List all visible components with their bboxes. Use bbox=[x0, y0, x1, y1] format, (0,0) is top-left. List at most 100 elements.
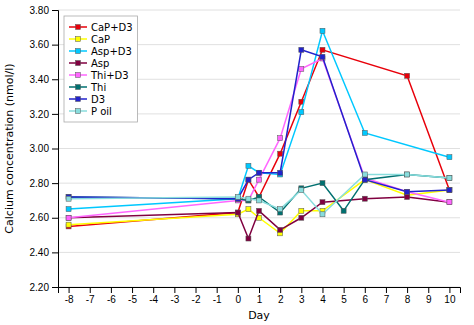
point bbox=[235, 194, 240, 199]
point bbox=[405, 73, 410, 78]
tick: 8 bbox=[405, 287, 411, 305]
point bbox=[235, 210, 240, 215]
tick-mark bbox=[90, 287, 91, 293]
tick-mark bbox=[280, 287, 281, 293]
tick-label: 7 bbox=[384, 294, 390, 305]
plot: -8-7-6-5-4-3-2-10123456789102.202.402.60… bbox=[30, 5, 461, 305]
tick: 0 bbox=[236, 287, 242, 305]
legend-marker bbox=[76, 49, 81, 54]
y-axis: 2.202.402.602.803.003.203.403.603.80 bbox=[30, 5, 59, 293]
series-line bbox=[69, 50, 450, 199]
tick-mark bbox=[52, 183, 58, 184]
legend: CaP+D3CaPAsp+D3AspThi+D3ThiD3P oil bbox=[64, 16, 138, 122]
legend-item: CaP+D3 bbox=[69, 22, 133, 33]
point bbox=[66, 215, 71, 220]
tick-label: -7 bbox=[86, 294, 95, 305]
point bbox=[362, 177, 367, 182]
legend-marker bbox=[76, 85, 81, 90]
grid-line bbox=[58, 183, 460, 184]
point bbox=[246, 196, 251, 201]
legend-item: P oil bbox=[69, 106, 112, 117]
tick: 5 bbox=[341, 287, 347, 305]
tick-label: 3.40 bbox=[30, 74, 50, 85]
tick-mark bbox=[322, 287, 323, 293]
point bbox=[299, 110, 304, 115]
legend-item: CaP bbox=[69, 34, 110, 45]
tick: 3 bbox=[299, 287, 305, 305]
tick-mark bbox=[365, 287, 366, 293]
series bbox=[66, 47, 452, 201]
tick-label: 1 bbox=[257, 294, 263, 305]
point bbox=[320, 47, 325, 52]
legend-label: D3 bbox=[91, 94, 105, 105]
point bbox=[246, 163, 251, 168]
point bbox=[320, 212, 325, 217]
point bbox=[66, 222, 71, 227]
series bbox=[66, 194, 452, 241]
grid-line bbox=[58, 10, 460, 11]
tick-label: 2.60 bbox=[30, 212, 50, 223]
series-line bbox=[69, 197, 450, 239]
point bbox=[447, 175, 452, 180]
tick: -3 bbox=[170, 287, 179, 305]
legend-item: Thi+D3 bbox=[69, 70, 129, 81]
tick-mark bbox=[449, 287, 450, 293]
legend-marker bbox=[76, 37, 81, 42]
legend-item: Asp bbox=[69, 58, 109, 69]
grid-line bbox=[58, 148, 460, 149]
tick-label: -4 bbox=[149, 294, 158, 305]
tick-label: 3.80 bbox=[30, 5, 50, 16]
point bbox=[320, 54, 325, 59]
tick-label: -1 bbox=[213, 294, 222, 305]
tick-mark bbox=[217, 287, 218, 293]
point bbox=[405, 189, 410, 194]
tick-mark bbox=[52, 287, 58, 288]
tick: 10 bbox=[444, 287, 456, 305]
point bbox=[447, 188, 452, 193]
series bbox=[66, 177, 452, 236]
legend-marker bbox=[76, 73, 81, 78]
tick-label: 2.40 bbox=[30, 247, 50, 258]
point bbox=[257, 170, 262, 175]
tick: -8 bbox=[65, 287, 74, 305]
series-line bbox=[69, 174, 450, 214]
tick-mark bbox=[132, 287, 133, 293]
y-axis-title: Calcium concentration (nmol/l) bbox=[3, 63, 16, 233]
point bbox=[447, 175, 452, 180]
x-axis-title: Day bbox=[248, 309, 270, 322]
legend-item: Thi bbox=[69, 82, 106, 93]
point bbox=[246, 207, 251, 212]
series-line bbox=[69, 50, 450, 227]
tick: 3.80 bbox=[30, 5, 58, 16]
point bbox=[257, 170, 262, 175]
point bbox=[257, 208, 262, 213]
tick: 7 bbox=[384, 287, 390, 305]
point bbox=[447, 200, 452, 205]
point bbox=[299, 47, 304, 52]
tick-mark bbox=[52, 252, 58, 253]
point bbox=[66, 215, 71, 220]
point bbox=[278, 227, 283, 232]
tick: 3.20 bbox=[30, 109, 58, 120]
grid bbox=[58, 10, 460, 287]
legend-label: Thi bbox=[90, 82, 106, 93]
tick: 2 bbox=[278, 287, 284, 305]
point bbox=[362, 177, 367, 182]
legend-label: CaP+D3 bbox=[91, 22, 133, 33]
tick-label: 5 bbox=[341, 294, 347, 305]
point bbox=[246, 177, 251, 182]
tick: 3.60 bbox=[30, 39, 58, 50]
tick-label: -2 bbox=[192, 294, 201, 305]
point bbox=[299, 188, 304, 193]
point bbox=[320, 181, 325, 186]
tick-label: -6 bbox=[107, 294, 116, 305]
tick-mark bbox=[259, 287, 260, 293]
point bbox=[235, 210, 240, 215]
tick-mark bbox=[52, 45, 58, 46]
point bbox=[362, 130, 367, 135]
axis-line bbox=[52, 11, 59, 288]
tick-mark bbox=[428, 287, 429, 293]
tick-label: 4 bbox=[320, 294, 326, 305]
tick-label: 3.60 bbox=[30, 39, 50, 50]
tick: 9 bbox=[426, 287, 432, 305]
